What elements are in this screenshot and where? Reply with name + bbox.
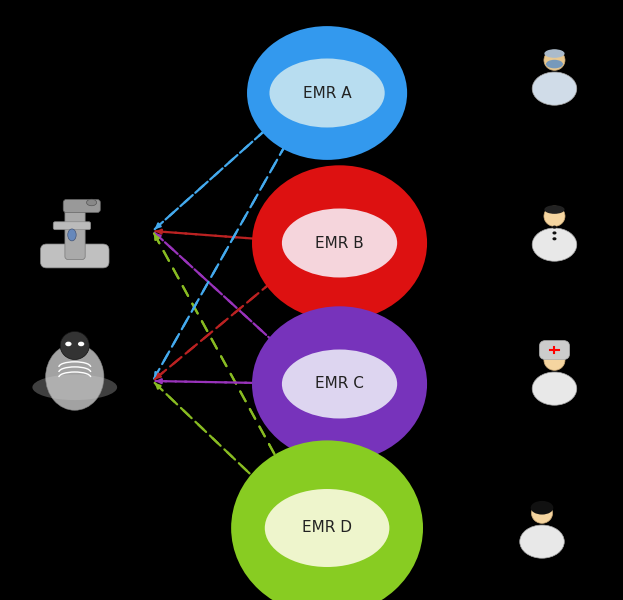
Ellipse shape — [68, 229, 76, 241]
Ellipse shape — [252, 165, 427, 320]
Ellipse shape — [553, 226, 556, 229]
Text: EMR B: EMR B — [315, 235, 364, 251]
Ellipse shape — [231, 440, 423, 600]
Ellipse shape — [269, 58, 384, 127]
Ellipse shape — [545, 205, 564, 214]
Ellipse shape — [45, 344, 104, 410]
Ellipse shape — [60, 331, 89, 359]
Ellipse shape — [520, 525, 564, 558]
FancyBboxPatch shape — [53, 222, 91, 230]
Ellipse shape — [87, 199, 97, 206]
Ellipse shape — [531, 501, 553, 515]
FancyBboxPatch shape — [40, 244, 109, 268]
Ellipse shape — [532, 372, 577, 405]
Text: EMR A: EMR A — [303, 85, 351, 100]
Ellipse shape — [531, 503, 553, 523]
Ellipse shape — [553, 232, 556, 235]
Text: EMR D: EMR D — [302, 520, 352, 535]
Ellipse shape — [532, 72, 577, 105]
Ellipse shape — [544, 50, 565, 70]
Ellipse shape — [553, 237, 556, 241]
Ellipse shape — [532, 228, 577, 261]
Ellipse shape — [252, 306, 427, 462]
Ellipse shape — [65, 341, 72, 346]
Ellipse shape — [78, 341, 84, 346]
Text: EMR C: EMR C — [315, 377, 364, 391]
Ellipse shape — [32, 374, 117, 400]
Ellipse shape — [247, 26, 407, 160]
Ellipse shape — [265, 489, 389, 567]
FancyBboxPatch shape — [65, 205, 85, 259]
FancyBboxPatch shape — [540, 341, 569, 359]
Ellipse shape — [544, 206, 565, 226]
Ellipse shape — [544, 350, 565, 370]
Ellipse shape — [545, 349, 564, 358]
Ellipse shape — [545, 49, 564, 58]
FancyBboxPatch shape — [64, 199, 100, 212]
Ellipse shape — [282, 208, 397, 277]
Ellipse shape — [546, 60, 563, 68]
Ellipse shape — [282, 349, 397, 419]
